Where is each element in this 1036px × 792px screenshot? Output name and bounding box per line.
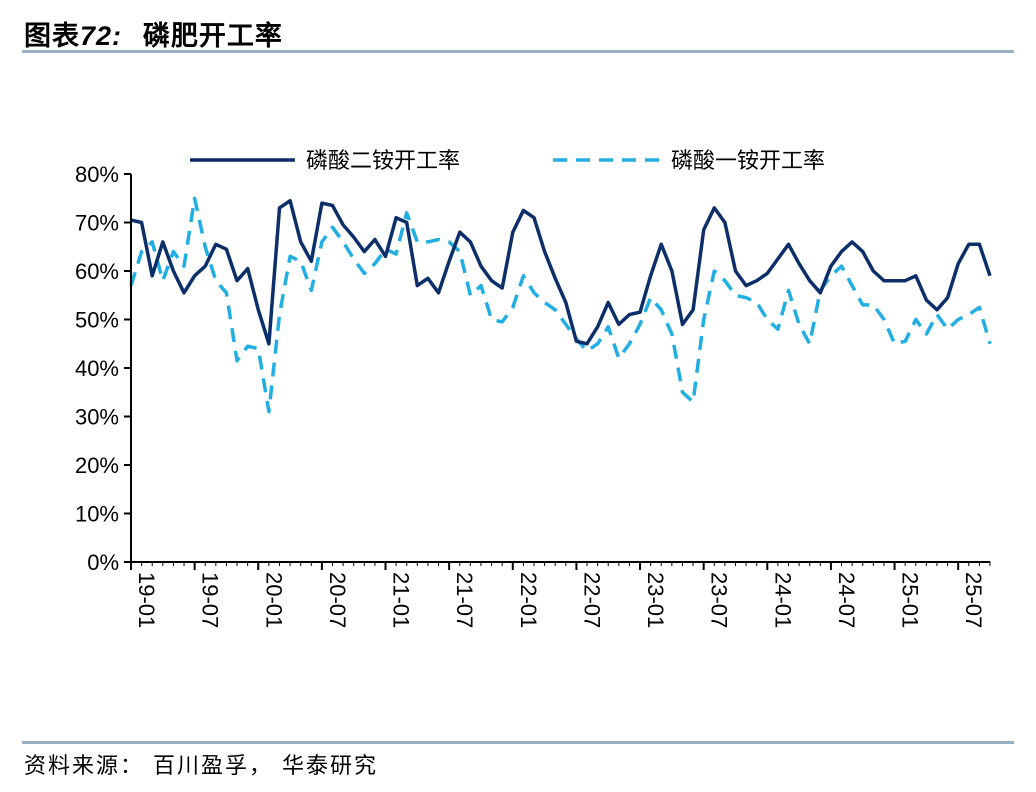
figure-title-number: 72: [80,21,123,51]
legend-label-dap: 磷酸二铵开工率 [306,149,460,174]
x-tick-label: 24-01 [770,572,795,628]
y-tick-label: 80% [75,162,119,187]
x-tick-label: 23-07 [707,572,732,628]
series-layer [129,196,992,414]
y-tick-label: 10% [75,502,119,527]
x-tick-label: 24-07 [834,572,859,628]
series-line-dap [130,198,992,346]
x-tick-label: 19-01 [134,572,159,628]
y-tick-label: 60% [75,259,119,284]
x-tick-label: 20-07 [325,572,350,628]
x-tick-label: 20-01 [261,572,286,628]
y-tick-label: 20% [75,453,119,478]
source-note: 资料来源： 百川盈孚， 华泰研究 [24,754,378,779]
line-chart: 磷酸二铵开工率 磷酸一铵开工率 0% 10% 20% 30% 40% 50% 60% 70% 8… [75,149,992,628]
y-tick-label: 70% [75,211,119,236]
figure-title: 图表72: 磷肥开工率 [24,14,283,53]
x-tick-label: 22-01 [516,572,541,628]
legend-label-map: 磷酸一铵开工率 [671,149,825,174]
figure-title-text: 磷肥开工率 [142,21,283,52]
x-tick-label: 22-07 [579,572,604,628]
legend: 磷酸二铵开工率 磷酸一铵开工率 [190,149,825,174]
title-rule [22,50,1014,53]
x-tick-label: 21-01 [389,572,414,628]
x-tick-label: 19-07 [198,572,223,628]
x-tick-label: 25-07 [961,572,986,628]
figure-title-prefix: 图表 [24,21,80,52]
x-tick-label: 21-07 [452,572,477,628]
series-line-map [129,196,992,414]
x-tick-label: 23-01 [643,572,668,628]
y-tick-label: 0% [87,550,119,575]
y-tick-label: 50% [75,308,119,333]
y-tick-label: 40% [75,356,119,381]
x-tick-label: 25-01 [898,572,923,628]
y-axis-ticks: 0% 10% 20% 30% 40% 50% 60% 70% 80% [75,162,131,575]
source-rule [22,741,1014,744]
y-tick-label: 30% [75,405,119,430]
x-axis-ticks: 19-01 19-07 20-01 20-07 21-01 21-07 22-01 22-07… [130,562,991,628]
